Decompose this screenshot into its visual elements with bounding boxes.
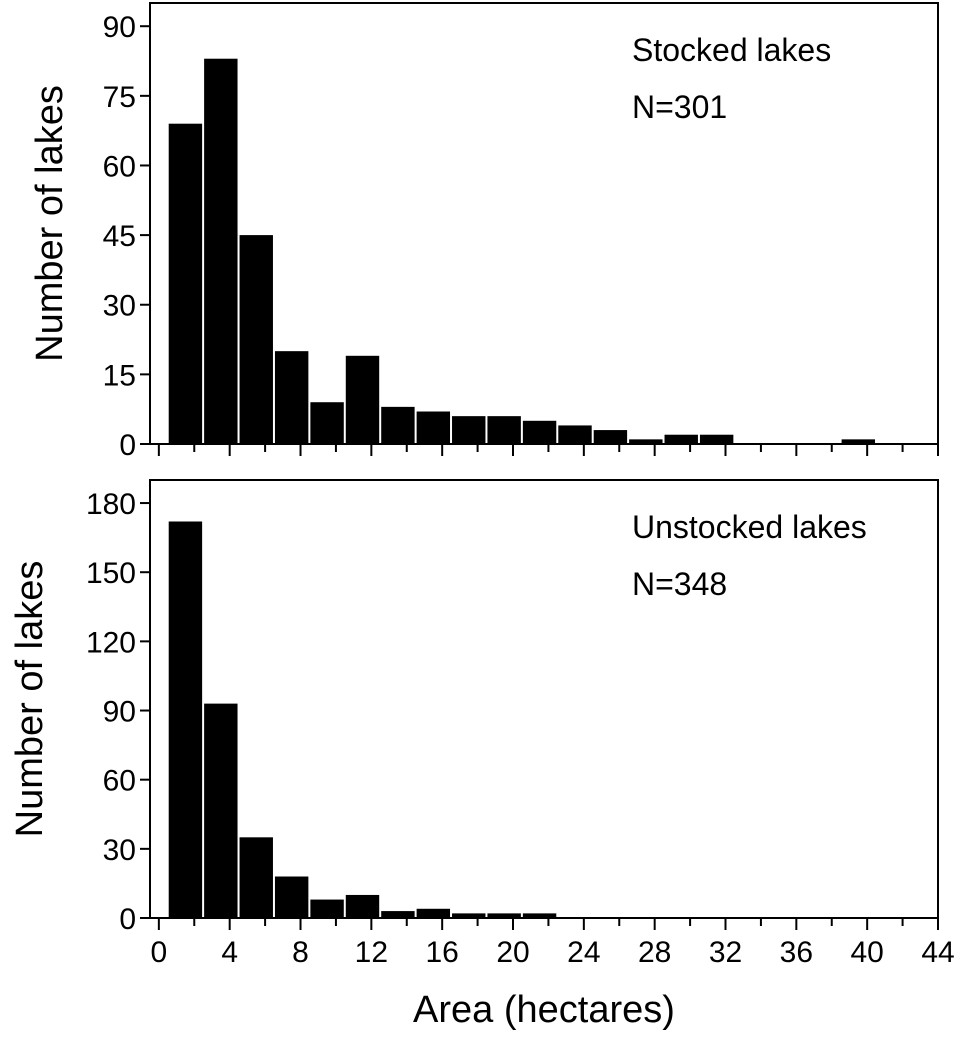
stocked-y-axis: 0 15 30 45 60 75 90: [103, 11, 150, 462]
unstocked-bar-9: [487, 913, 521, 918]
stocked-lakes-panel: 0 15 30 45 60 75 90 Number of lakes Stocked la…: [29, 2, 939, 462]
unstocked-xtick-label-44: 44: [921, 936, 954, 969]
stocked-bar-7: [416, 411, 451, 444]
unstocked-bar-0: [168, 521, 203, 918]
unstocked-ytick-label-120: 120: [86, 626, 136, 659]
stocked-ytick-label-45: 45: [103, 220, 136, 253]
unstocked-xtick-label-36: 36: [780, 936, 813, 969]
unstocked-bar-10: [522, 913, 557, 918]
unstocked-ytick-label-150: 150: [86, 557, 136, 590]
unstocked-lakes-panel: 0 30 60 90 120 150 180 0 4 8 12 16 20 24 28 32 36 40 44 N…: [9, 479, 955, 1031]
unstocked-ytick-label-0: 0: [119, 903, 136, 936]
unstocked-xtick-label-16: 16: [425, 936, 458, 969]
x-axis-title: Area (hectares): [413, 989, 675, 1031]
stocked-bar-0: [168, 123, 203, 445]
stocked-bar-19: [841, 439, 876, 444]
stocked-x-axis: [157, 444, 939, 456]
stocked-bar-3: [274, 351, 309, 444]
unstocked-xtick-label-0: 0: [151, 936, 168, 969]
stocked-plot-frame: [149, 2, 939, 445]
stocked-bar-10: [522, 420, 557, 444]
stocked-ytick-label-75: 75: [103, 81, 136, 114]
unstocked-xtick-label-12: 12: [355, 936, 388, 969]
stocked-bar-4: [310, 402, 344, 444]
stocked-ytick-label-60: 60: [103, 150, 136, 183]
stocked-y-axis-title: Number of lakes: [29, 85, 71, 362]
unstocked-ytick-label-30: 30: [103, 834, 136, 867]
stocked-ytick-label-30: 30: [103, 290, 136, 323]
unstocked-bars: [168, 521, 557, 918]
unstocked-bar-6: [381, 911, 415, 918]
unstocked-xtick-label-8: 8: [292, 936, 309, 969]
unstocked-ytick-label-90: 90: [103, 696, 136, 729]
stocked-annotation-title: Stocked lakes: [632, 32, 831, 68]
unstocked-plot-frame: [149, 479, 939, 919]
unstocked-bar-4: [310, 899, 344, 918]
stocked-annotation-count: N=301: [632, 89, 727, 125]
unstocked-bar-7: [416, 908, 451, 918]
unstocked-ytick-label-180: 180: [86, 488, 136, 521]
unstocked-y-axis-title: Number of lakes: [9, 561, 51, 838]
unstocked-bar-3: [274, 876, 309, 918]
unstocked-x-axis: 0 4 8 12 16 20 24 28 32 36 40 44: [151, 918, 955, 969]
unstocked-bar-8: [452, 913, 486, 918]
stocked-ytick-label-0: 0: [119, 429, 136, 462]
stocked-bar-1: [204, 58, 238, 444]
stocked-ytick-label-15: 15: [103, 359, 136, 392]
unstocked-bar-5: [345, 894, 380, 918]
unstocked-bar-1: [204, 703, 238, 918]
unstocked-xtick-label-28: 28: [638, 936, 671, 969]
unstocked-y-axis: 0 30 60 90 120 150 180: [86, 488, 150, 936]
unstocked-bar-2: [239, 837, 273, 918]
stocked-bar-8: [452, 416, 486, 444]
unstocked-xtick-label-32: 32: [709, 936, 742, 969]
unstocked-ytick-label-60: 60: [103, 765, 136, 798]
stocked-bar-15: [699, 434, 734, 444]
stocked-bar-14: [664, 434, 698, 444]
unstocked-xtick-label-4: 4: [221, 936, 238, 969]
stocked-bar-13: [629, 439, 663, 444]
stocked-ytick-label-90: 90: [103, 11, 136, 44]
unstocked-annotation-title: Unstocked lakes: [632, 509, 867, 545]
stocked-bar-12: [593, 430, 628, 444]
unstocked-xtick-label-40: 40: [850, 936, 883, 969]
stocked-bar-5: [345, 355, 380, 444]
stocked-bar-11: [558, 425, 592, 444]
unstocked-xtick-label-24: 24: [567, 936, 600, 969]
stocked-bars: [168, 58, 876, 445]
stocked-bar-9: [487, 416, 521, 444]
stocked-bar-2: [239, 235, 273, 444]
stocked-bar-6: [381, 406, 415, 444]
unstocked-xtick-label-20: 20: [496, 936, 529, 969]
unstocked-annotation-count: N=348: [632, 566, 727, 602]
